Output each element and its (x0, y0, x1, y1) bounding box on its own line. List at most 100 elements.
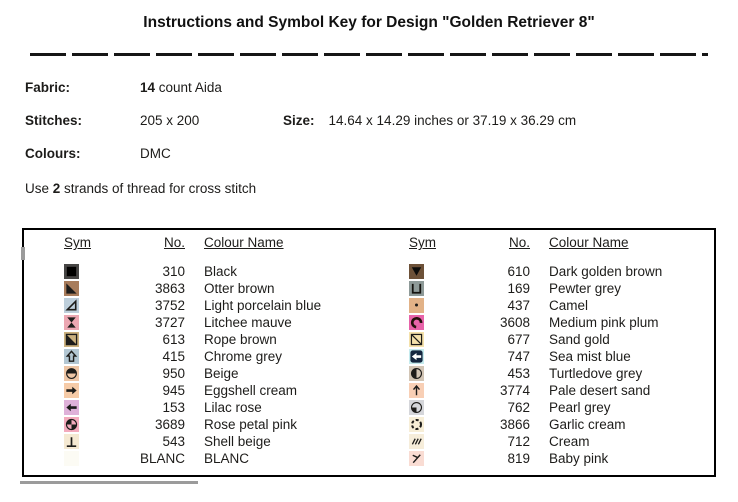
dot-icon (409, 298, 424, 313)
angle-check-icon (409, 451, 424, 466)
key-row: 3608 Medium pink plum (369, 314, 714, 331)
thread-number: 945 (162, 383, 185, 398)
key-row: 3752 Light porcelain blue (24, 297, 369, 314)
square-cup-icon (409, 281, 424, 296)
thread-number: 3866 (499, 417, 530, 432)
colour-name: Shell beige (204, 434, 271, 449)
triple-slash-icon (409, 434, 424, 449)
up-tack-icon (64, 434, 79, 449)
colour-name: Beige (204, 366, 239, 381)
thread-number: 762 (507, 400, 530, 415)
colour-name: Pewter grey (549, 281, 622, 296)
thread-number: 3689 (154, 417, 185, 432)
circle-top-half-icon (64, 366, 79, 381)
open-c-icon (409, 315, 424, 330)
colour-name: Otter brown (204, 281, 275, 296)
title-divider (30, 53, 708, 56)
colour-name: Pearl grey (549, 400, 611, 415)
colour-name: Light porcelain blue (204, 298, 322, 313)
key-row: 762 Pearl grey (369, 399, 714, 416)
scan-artifact (21, 247, 25, 260)
key-row: 613 Rope brown (24, 331, 369, 348)
header-no: No. (163, 235, 185, 250)
thread-number: 610 (507, 264, 530, 279)
thin-up-arrow-icon (409, 383, 424, 398)
thread-number: 543 (162, 434, 185, 449)
fabric-value: 14 count Aida (140, 80, 222, 95)
thread-number: 747 (507, 349, 530, 364)
key-row: 3727 Litchee mauve (24, 314, 369, 331)
key-row: 950 Beige (24, 365, 369, 382)
fabric-label: Fabric: (25, 80, 71, 95)
colour-name: Sand gold (549, 332, 610, 347)
stitches-value: 205 x 200 (140, 113, 200, 128)
right-arrow-icon (64, 383, 79, 398)
hourglass-icon (64, 315, 79, 330)
page-title: Instructions and Symbol Key for Design "… (143, 14, 595, 31)
fabric-row: Fabric: 14 count Aida (25, 80, 738, 96)
size-value: 14.64 x 14.29 inches or 37.19 x 36.29 cm (328, 113, 577, 128)
key-row: 677 Sand gold (369, 331, 714, 348)
key-header: Sym No. Colour Name (369, 235, 714, 250)
header-sym: Sym (64, 235, 91, 250)
colour-name: Garlic cream (549, 417, 626, 432)
left-arrow-icon (64, 400, 79, 415)
square-lower-left-filled-icon (64, 332, 79, 347)
key-row: 747 Sea mist blue (369, 348, 714, 365)
colours-label: Colours: (25, 146, 81, 161)
stitches-row: Stitches: 205 x 200 Size: 14.64 x 14.29 … (25, 113, 738, 129)
thread-number: 415 (162, 349, 185, 364)
small-triangle-outline-icon (64, 298, 79, 313)
thread-number: 3727 (154, 315, 185, 330)
colours-row: Colours: DMC (25, 146, 738, 162)
key-row: 310 Black (24, 263, 369, 280)
key-rows: 610 Dark golden brown 169 Pewter grey 437 Cam… (369, 263, 714, 467)
square-diagonal-icon (409, 332, 424, 347)
key-row: 610 Dark golden brown (369, 263, 714, 280)
key-header: Sym No. Colour Name (24, 235, 369, 250)
thread-number: 613 (162, 332, 185, 347)
colour-name: BLANC (204, 451, 250, 466)
thread-number: 153 (162, 400, 185, 415)
symbol-key-table: Sym No. Colour Name 310 Black 3863 Otter br… (22, 228, 716, 477)
colour-name: Chrome grey (204, 349, 283, 364)
circle-sw-quarter-icon (409, 400, 424, 415)
colour-name: Lilac rose (204, 400, 262, 415)
down-triangle-icon (409, 264, 424, 279)
key-row: 819 Baby pink (369, 450, 714, 467)
colour-name: Eggshell cream (204, 383, 298, 398)
key-row: 453 Turtledove grey (369, 365, 714, 382)
strands-note: Use 2 strands of thread for cross stitch (25, 181, 257, 196)
colour-name: Camel (549, 298, 589, 313)
colour-name: Rope brown (204, 332, 277, 347)
lower-left-triangle-icon (64, 281, 79, 296)
key-row: 543 Shell beige (24, 433, 369, 450)
key-row: 712 Cream (369, 433, 714, 450)
circle-quarters-icon (64, 417, 79, 432)
thread-number: 3774 (499, 383, 530, 398)
colour-name: Turtledove grey (549, 366, 643, 381)
header-colour-name: Colour Name (204, 235, 284, 250)
colour-name: Rose petal pink (204, 417, 298, 432)
key-row: 3866 Garlic cream (369, 416, 714, 433)
colour-name: Sea mist blue (549, 349, 631, 364)
size-label: Size: (283, 113, 315, 128)
colour-name: Pale desert sand (549, 383, 651, 398)
thread-number: 712 (507, 434, 530, 449)
thread-number: 169 (507, 281, 530, 296)
thread-number: 437 (507, 298, 530, 313)
key-row: 415 Chrome grey (24, 348, 369, 365)
thread-number: 950 (162, 366, 185, 381)
header-sym: Sym (409, 235, 436, 250)
up-arrow-outline-icon (64, 349, 79, 364)
key-row: 3863 Otter brown (24, 280, 369, 297)
key-row: 153 Lilac rose (24, 399, 369, 416)
thread-number: 3863 (154, 281, 185, 296)
circle-left-half-icon (409, 366, 424, 381)
key-row: 945 Eggshell cream (24, 382, 369, 399)
header-colour-name: Colour Name (549, 235, 629, 250)
key-row: 3689 Rose petal pink (24, 416, 369, 433)
thread-number: 677 (507, 332, 530, 347)
colour-name: Cream (549, 434, 590, 449)
